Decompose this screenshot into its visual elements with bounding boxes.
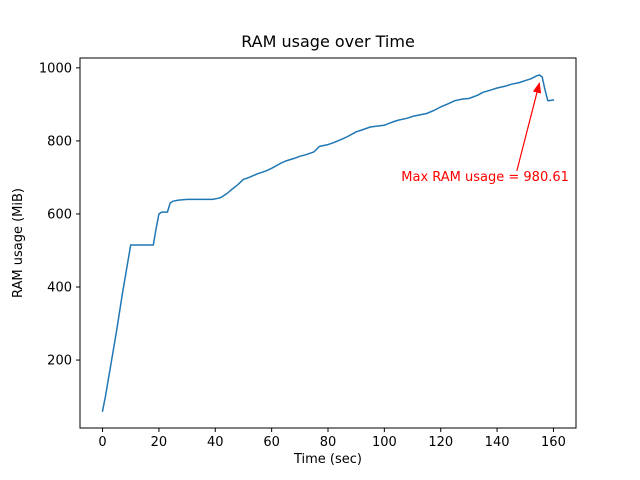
x-tick-label: 140	[485, 435, 510, 450]
x-tick-label: 100	[372, 435, 397, 450]
y-tick-label: 400	[47, 281, 72, 296]
y-tick-label: 1000	[39, 61, 72, 76]
annotation-arrow	[516, 82, 542, 172]
chart-title: RAM usage over Time	[241, 32, 415, 51]
x-tick-label: 160	[541, 435, 566, 450]
y-tick-label: 200	[47, 354, 72, 369]
x-tick-label: 40	[207, 435, 224, 450]
x-tick-label: 0	[98, 435, 106, 450]
ram-usage-line	[101, 74, 555, 412]
x-tick-label: 20	[151, 435, 168, 450]
y-axis-label: RAM usage (MiB)	[11, 188, 26, 298]
x-tick-label: 120	[428, 435, 453, 450]
x-axis-label: Time (sec)	[293, 452, 362, 467]
x-tick-label: 80	[320, 435, 337, 450]
y-tick-label: 600	[47, 207, 72, 222]
x-tick-label: 60	[263, 435, 280, 450]
y-tick-label: 800	[47, 134, 72, 149]
annotation-max-ram-label: Max RAM usage = 980.61	[401, 170, 569, 185]
